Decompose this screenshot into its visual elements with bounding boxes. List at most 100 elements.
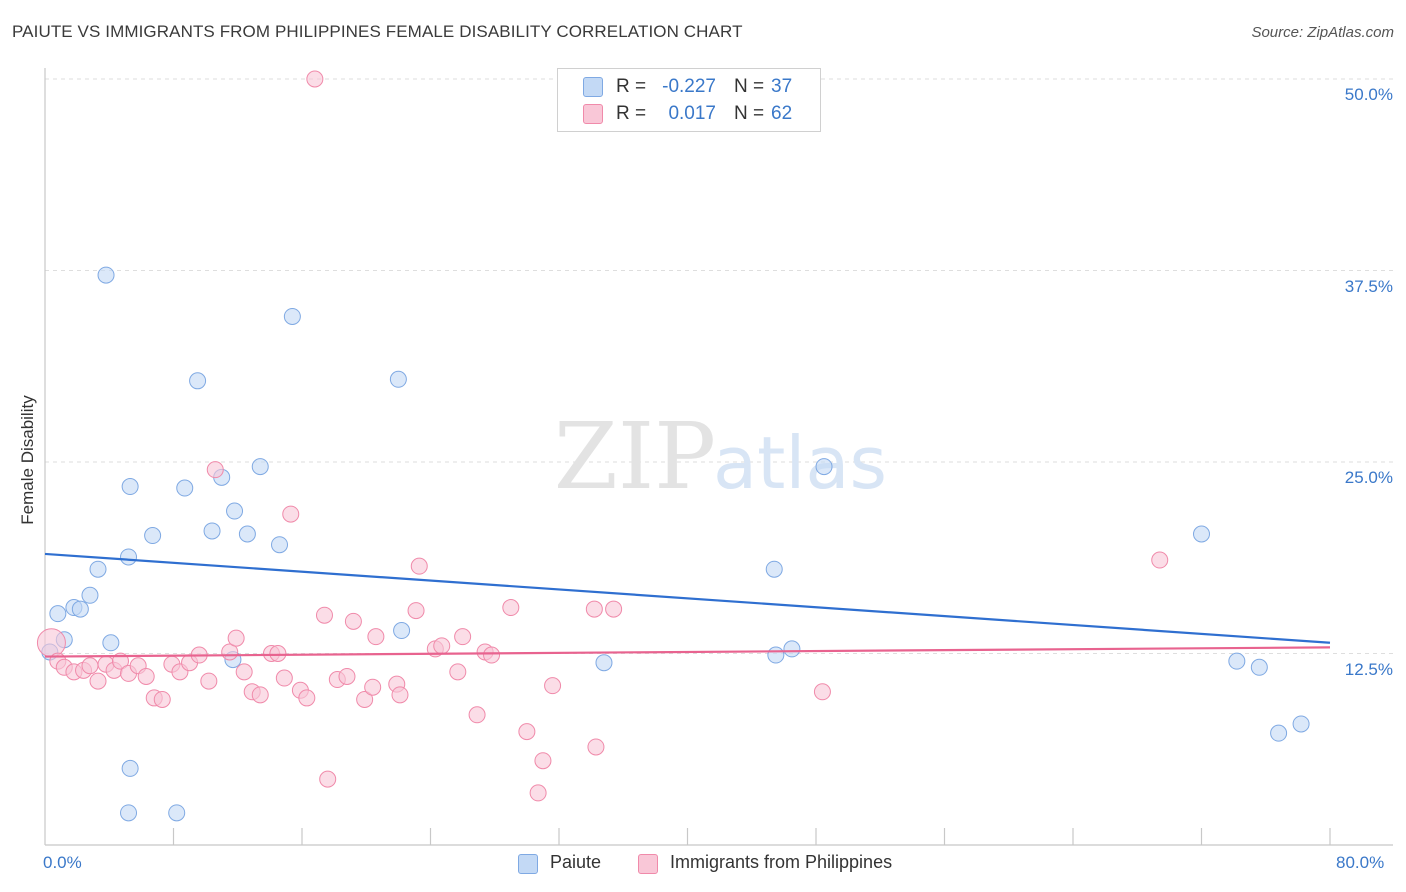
point-philippines	[227, 629, 245, 647]
point-philippines	[36, 628, 66, 658]
watermark: ZIP atlas	[554, 403, 887, 510]
point-philippines	[81, 657, 99, 675]
point-philippines	[1151, 551, 1169, 569]
legend-row-paiute: R = -0.227 N = 37	[558, 73, 820, 101]
point-paiute	[767, 646, 785, 664]
point-paiute	[176, 479, 194, 497]
point-paiute	[1250, 658, 1268, 676]
point-philippines	[813, 683, 831, 701]
point-philippines	[269, 645, 287, 662]
point-paiute	[815, 458, 833, 476]
point-philippines	[275, 669, 293, 687]
point-paiute	[226, 502, 244, 520]
chart-title: PAIUTE VS IMMIGRANTS FROM PHILIPPINES FE…	[12, 22, 743, 41]
trend-line-paiute	[44, 552, 1331, 644]
legend-r-value-philippines: 0.017	[668, 103, 716, 124]
point-paiute	[251, 458, 269, 476]
point-philippines	[518, 723, 536, 741]
legend-swatch-philippines	[583, 104, 603, 124]
y-tick-label: 50.0%	[1344, 85, 1393, 104]
point-philippines	[587, 738, 605, 756]
point-philippines	[449, 663, 467, 681]
point-philippines	[407, 602, 425, 620]
point-philippines	[235, 663, 253, 681]
point-philippines	[433, 637, 451, 655]
point-paiute	[271, 536, 289, 554]
point-paiute	[238, 525, 256, 543]
x-tick-max: 80.0%	[1336, 853, 1385, 872]
legend-r-label: R =	[616, 76, 647, 97]
point-paiute	[120, 548, 138, 566]
point-paiute	[102, 634, 120, 652]
point-paiute	[89, 560, 107, 578]
point-philippines	[137, 667, 155, 685]
legend-n-value-paiute: 37	[771, 76, 793, 97]
point-philippines	[585, 600, 603, 618]
point-philippines	[319, 770, 337, 788]
source-label: Source: ZipAtlas.com	[1251, 24, 1394, 41]
y-tick-label: 25.0%	[1344, 468, 1393, 487]
point-philippines	[315, 606, 333, 624]
point-paiute	[203, 522, 221, 540]
point-paiute	[121, 759, 139, 777]
point-paiute	[97, 266, 115, 284]
point-philippines	[153, 690, 171, 708]
legend-r-value-paiute: -0.227	[662, 76, 716, 97]
point-paiute	[1292, 715, 1310, 733]
trend-line-philippines	[44, 646, 1331, 658]
point-paiute	[783, 640, 801, 658]
point-philippines	[529, 784, 547, 802]
axes	[44, 68, 1393, 846]
point-philippines	[89, 672, 107, 690]
point-philippines	[544, 677, 562, 695]
point-philippines	[298, 689, 316, 707]
point-philippines	[306, 70, 324, 88]
point-paiute	[121, 478, 139, 496]
bottom-legend-label-paiute: Paiute	[550, 852, 602, 872]
point-philippines	[367, 628, 385, 646]
series-philippines	[36, 70, 1169, 802]
point-paiute	[144, 527, 162, 545]
point-philippines	[282, 505, 300, 523]
point-paiute	[71, 600, 89, 618]
trend-lines	[44, 552, 1331, 658]
point-paiute	[1270, 724, 1288, 742]
point-philippines	[338, 667, 356, 685]
point-paiute	[120, 804, 138, 822]
point-philippines	[251, 686, 269, 704]
point-philippines	[410, 557, 428, 575]
point-philippines	[356, 690, 374, 708]
x-tick-min: 0.0%	[43, 853, 82, 872]
legend-n-label: N =	[734, 76, 765, 97]
point-philippines	[454, 628, 472, 646]
point-paiute	[49, 605, 67, 623]
point-paiute	[283, 307, 301, 325]
point-paiute	[81, 586, 99, 604]
y-tick-label: 37.5%	[1344, 276, 1393, 296]
point-paiute	[393, 622, 411, 640]
bottom-legend-swatch-paiute	[518, 854, 538, 874]
point-paiute	[1193, 525, 1210, 543]
stats-legend: R = -0.227 N = 37 R = 0.017 N = 62	[557, 68, 821, 132]
point-philippines	[534, 752, 552, 770]
point-paiute	[595, 654, 613, 672]
point-paiute	[389, 370, 407, 388]
bottom-legend-swatch-philippines	[638, 854, 658, 874]
point-paiute	[168, 804, 186, 822]
legend-swatch-paiute	[583, 77, 603, 97]
legend-r-label: R =	[616, 103, 647, 124]
point-philippines	[502, 599, 520, 617]
series-paiute	[41, 266, 1310, 822]
point-paiute	[1228, 652, 1246, 670]
watermark-atlas: atlas	[713, 421, 887, 505]
point-paiute	[765, 560, 783, 578]
point-philippines	[605, 600, 623, 618]
point-paiute	[189, 372, 207, 390]
legend-row-philippines: R = 0.017 N = 62	[558, 100, 820, 128]
watermark-zip: ZIP	[554, 403, 716, 510]
point-philippines	[364, 678, 382, 696]
point-philippines	[468, 706, 486, 724]
point-philippines	[344, 612, 362, 630]
bottom-legend-label-philippines: Immigrants from Philippines	[670, 852, 893, 872]
